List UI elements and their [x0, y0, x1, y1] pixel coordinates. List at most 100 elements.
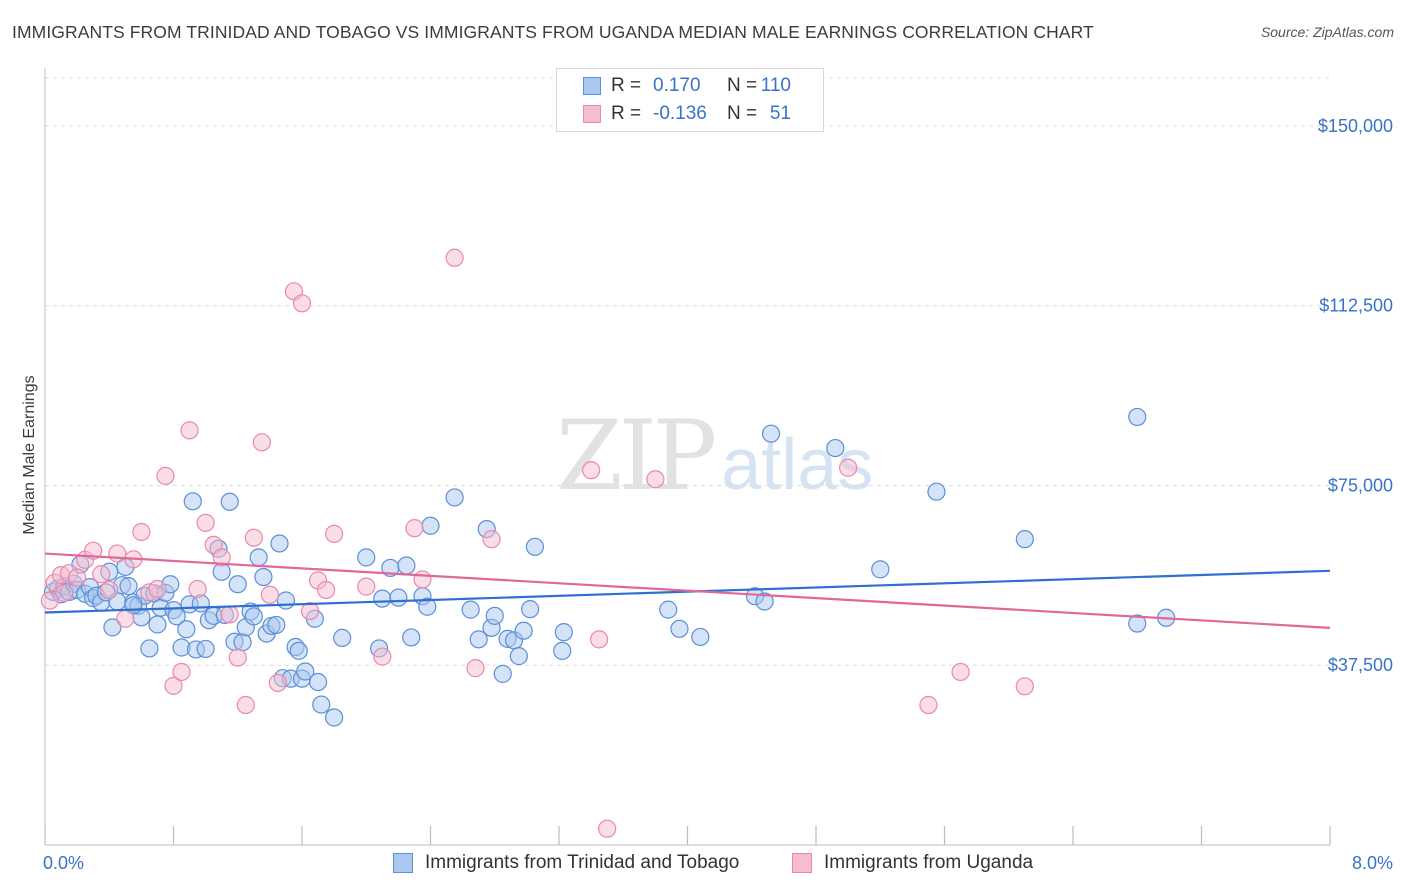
blue-point [183, 492, 202, 511]
pink-point [164, 676, 183, 695]
pink-point [405, 519, 424, 538]
axis-labels: $37,500 $75,000 $112,500 $150,000 0.0% 8.0% Me… [21, 116, 1393, 873]
blue-point [196, 639, 215, 659]
blue-point [691, 627, 710, 647]
blue-point [397, 556, 416, 575]
y-tick-label: $37,500 [1328, 655, 1393, 675]
blue-point [228, 575, 247, 594]
pink-point [228, 648, 247, 667]
pink-point [68, 568, 87, 587]
pink-point [590, 630, 609, 649]
data-points [40, 248, 1176, 838]
y-axis-title: Median Male Earnings [21, 375, 38, 534]
pink-point [100, 580, 119, 600]
pink-point [292, 294, 312, 313]
pink-point [325, 524, 344, 543]
legend-row-series2: R = -0.136 N = 51 [583, 101, 791, 127]
legend-n-label: N = [727, 75, 758, 96]
blue-point [509, 647, 528, 666]
legend-label-series1: Immigrants from Trinidad and Tobago [425, 852, 740, 873]
blue-point [276, 591, 296, 610]
blue-point [308, 672, 328, 692]
pink-point [156, 466, 175, 485]
pink-point [252, 433, 271, 452]
blue-point [659, 600, 678, 619]
pink-point [598, 819, 617, 838]
blue-point [402, 628, 421, 647]
blue-point [325, 708, 344, 727]
pink-point [180, 421, 199, 440]
blue-point [461, 600, 480, 619]
pink-point [582, 461, 601, 480]
legend-swatch-blue [393, 853, 413, 873]
bottom-legend-series2[interactable]: Immigrants from Uganda [792, 852, 1033, 874]
blue-point [520, 600, 540, 619]
pink-point [244, 528, 263, 547]
legend-row-series1: R = 0.170 N = 110 [583, 73, 791, 99]
pink-point [482, 530, 501, 549]
pink-point [951, 662, 970, 682]
blue-point [289, 641, 308, 660]
trend-line-pink [44, 552, 1331, 629]
legend-r-value: -0.136 [653, 103, 707, 124]
blue-point [267, 615, 286, 635]
pink-point [132, 522, 151, 542]
y-tick-label: $112,500 [1319, 296, 1393, 316]
pink-point [260, 585, 279, 604]
y-tick-label: $150,000 [1318, 116, 1393, 136]
pink-point [236, 695, 255, 715]
blue-point [469, 630, 488, 649]
blue-point [871, 560, 890, 579]
pink-point [172, 662, 191, 682]
blue-point [1128, 614, 1147, 633]
blue-point [296, 662, 315, 681]
pink-point [84, 541, 103, 560]
y-tick-label: $75,000 [1328, 475, 1393, 495]
pink-point [413, 570, 432, 589]
blue-point [826, 438, 845, 458]
trend-lines [44, 552, 1331, 629]
pink-point [188, 579, 207, 599]
blue-point [389, 588, 408, 607]
blue-point [493, 664, 512, 683]
blue-point [670, 619, 689, 638]
legend-r-label: R = [611, 75, 642, 96]
pink-point [220, 605, 239, 624]
legend-swatch-pink [792, 853, 812, 873]
pink-point [40, 591, 59, 610]
blue-point [927, 482, 946, 501]
blue-point [554, 623, 573, 642]
blue-point [103, 618, 122, 637]
pink-point [466, 659, 485, 678]
pink-point [148, 579, 167, 599]
blue-point [119, 577, 138, 596]
blue-point [333, 628, 352, 648]
blue-point [244, 607, 263, 626]
chart-title: IMMIGRANTS FROM TRINIDAD AND TOBAGO VS I… [12, 22, 1094, 42]
legend-r-label: R = [611, 103, 642, 124]
legend-swatch-pink [583, 105, 601, 123]
blue-point [357, 548, 376, 567]
blue-point [220, 492, 239, 511]
pink-point [268, 673, 288, 693]
axes [44, 68, 1331, 846]
correlation-legend: R = 0.170 N = 110 R = -0.136 N = 51 [556, 68, 824, 132]
blue-point [233, 633, 252, 652]
blue-point [140, 639, 159, 658]
legend-n-value: 51 [769, 103, 791, 124]
pink-point [919, 695, 938, 715]
legend-label-series2: Immigrants from Uganda [824, 852, 1034, 873]
pink-point [839, 458, 858, 477]
pink-point [55, 583, 74, 602]
blue-point [254, 567, 273, 587]
blue-point [270, 534, 289, 553]
source-label: Source: ZipAtlas.com [1260, 24, 1394, 40]
pink-point [212, 548, 231, 567]
x-tick-label: 8.0% [1352, 853, 1393, 873]
blue-point [445, 488, 464, 507]
legend-r-value: 0.170 [653, 75, 701, 96]
pink-point [196, 513, 215, 532]
bottom-legend-series1[interactable]: Immigrants from Trinidad and Tobago [393, 852, 739, 874]
blue-point [514, 621, 533, 640]
